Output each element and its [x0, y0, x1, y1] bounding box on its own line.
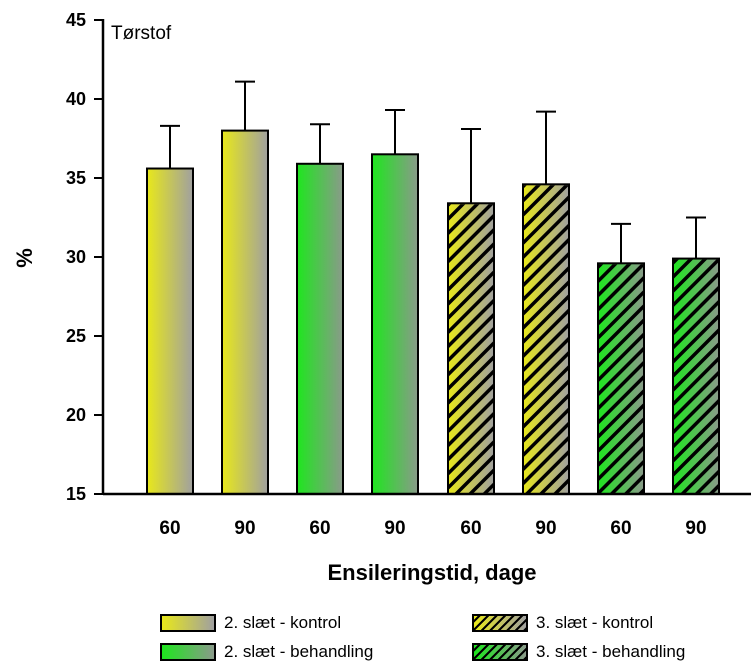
y-tick-label: 30 — [66, 247, 86, 267]
bar-group: 60 — [146, 124, 194, 539]
legend-swatch — [472, 614, 528, 632]
x-tick-label: 60 — [610, 518, 631, 539]
bar-group: 90 — [522, 110, 570, 539]
y-tick-label: 15 — [66, 484, 86, 504]
legend-item-2-slaet-behandling: 2. slæt - behandling — [160, 640, 373, 664]
y-tick-label: 25 — [66, 326, 86, 346]
bar-hatch — [449, 204, 493, 493]
x-tick-label: 90 — [234, 518, 255, 539]
legend-label: 2. slæt - kontrol — [224, 613, 342, 632]
bar — [371, 153, 419, 496]
chart-title: Tørstof — [111, 23, 172, 44]
y-tick-label: 45 — [66, 10, 86, 30]
bar — [296, 162, 344, 495]
bar-hatch — [599, 264, 643, 493]
bar — [221, 129, 269, 495]
y-tick-label: 35 — [66, 168, 86, 188]
y-axis-title: % — [12, 248, 37, 268]
x-tick-label: 90 — [685, 518, 706, 539]
legend-item-2-slaet-kontrol: 2. slæt - kontrol — [160, 611, 341, 635]
legend-item-3-slaet-kontrol: 3. slæt - kontrol — [472, 611, 653, 635]
y-tick-label: 40 — [66, 89, 86, 109]
x-tick-label: 60 — [309, 518, 330, 539]
bar-group: 60 — [597, 222, 645, 539]
bar — [146, 167, 194, 496]
x-tick-label: 90 — [535, 518, 556, 539]
legend-swatch — [472, 643, 528, 661]
x-tick-label: 90 — [384, 518, 405, 539]
legend: 2. slæt - kontrol 3. slæt - kontrol 2. s… — [160, 611, 740, 667]
bar-group: 60 — [447, 128, 495, 539]
legend-item-3-slaet-behandling: 3. slæt - behandling — [472, 640, 685, 664]
bar-hatch — [524, 185, 568, 493]
bar-group: 90 — [672, 216, 720, 539]
legend-swatch — [160, 614, 216, 632]
bar-hatch — [674, 259, 718, 493]
x-tick-label: 60 — [159, 518, 180, 539]
bar-group: 60 — [296, 123, 344, 539]
bar-group: 90 — [371, 109, 419, 539]
x-axis-title: Ensileringstid, dage — [327, 560, 536, 585]
legend-label: 2. slæt - behandling — [224, 642, 374, 661]
x-tick-label: 60 — [460, 518, 481, 539]
legend-label: 3. slæt - kontrol — [536, 613, 654, 632]
bar-group: 90 — [221, 80, 269, 539]
legend-swatch — [160, 643, 216, 661]
legend-label: 3. slæt - behandling — [536, 642, 686, 661]
y-tick-label: 20 — [66, 405, 86, 425]
